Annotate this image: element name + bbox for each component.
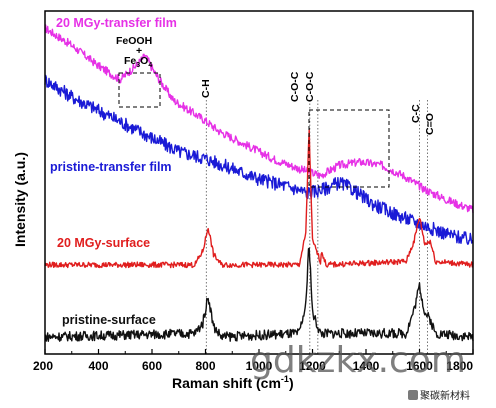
series-label-20mgy-transfer: 20 MGy-transfer film	[56, 16, 177, 30]
x-tick-label: 200	[33, 359, 53, 373]
series-line-3	[44, 247, 474, 342]
series-label-pristine-transfer: pristine-transfer film	[50, 160, 172, 174]
watermark-site: gdkzkx.com	[250, 340, 466, 381]
watermark-account: 聚碳新材料	[420, 389, 470, 402]
series-line-0	[44, 24, 474, 213]
x-tick-label: 1200	[299, 359, 326, 373]
peak-lines	[205, 100, 428, 354]
series-line-1	[44, 74, 474, 245]
x-axis-title: Raman shift (cm-1)	[172, 374, 294, 391]
anno-feooh: FeOOH	[116, 35, 152, 47]
x-ticks: 200 400 600 800 1000 1200 1400 1600 1800	[33, 349, 474, 373]
x-tick-label: 600	[142, 359, 162, 373]
coc-region-box	[308, 109, 390, 188]
fe-oxide-region-box	[118, 72, 161, 108]
y-axis-title: Intensity (a.u.)	[12, 152, 28, 247]
series-label-20mgy-surface: 20 MGy-surface	[57, 236, 150, 250]
x-tick-label: 1000	[246, 359, 273, 373]
x-tick-label: 1400	[353, 359, 380, 373]
x-tick-label: 1600	[406, 359, 433, 373]
x-tick-label: 1800	[446, 359, 473, 373]
series-line-2	[44, 129, 474, 269]
anno-fe3o4: Fe3O4	[124, 55, 152, 69]
series-group	[44, 24, 474, 342]
anno-cc: C-C	[410, 104, 422, 123]
x-tick-label: 800	[195, 359, 215, 373]
anno-ch: C-H	[200, 79, 212, 98]
series-label-pristine-surface: pristine-surface	[62, 313, 156, 327]
anno-coc-1: C-O-C	[289, 71, 301, 102]
wechat-icon	[408, 390, 418, 400]
x-tick-label: 400	[88, 359, 108, 373]
anno-plus: +	[136, 45, 142, 57]
anno-coc-2: C-O-C	[304, 71, 316, 102]
anno-co: C=O	[424, 113, 436, 135]
